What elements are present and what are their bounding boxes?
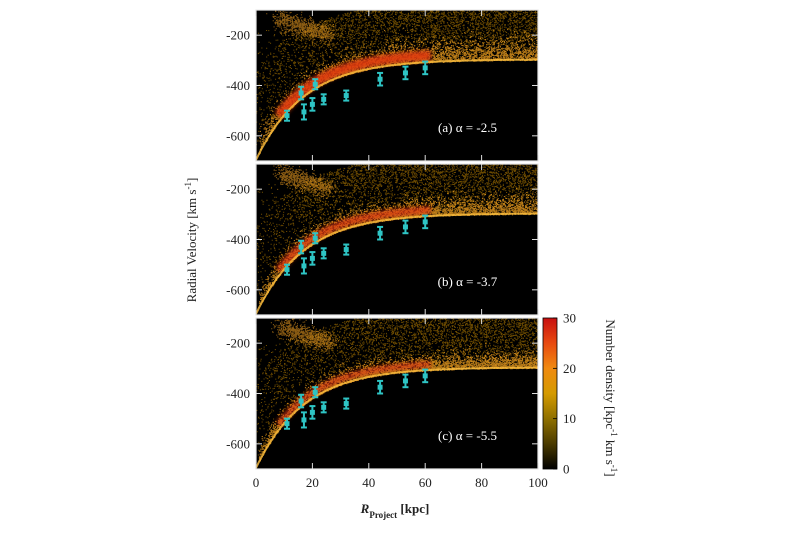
x-label-subscript: Project <box>369 510 397 520</box>
y-tick-label: -400 <box>226 78 250 93</box>
y-tick-label: -200 <box>226 182 250 197</box>
panel-label: (b) α = -3.7 <box>438 274 498 289</box>
x-tick-label: 80 <box>475 475 488 490</box>
y-tick-label: -600 <box>226 282 250 297</box>
observed-point <box>343 243 350 256</box>
colorbar-label: Number density [kpc-1 km s-1] <box>603 319 619 476</box>
density-peak <box>275 206 431 273</box>
observed-point <box>422 368 429 384</box>
density-points <box>256 164 538 315</box>
x-label-main: R <box>360 501 370 516</box>
observed-point <box>309 97 316 112</box>
x-tick-label: 60 <box>419 475 432 490</box>
observed-point <box>284 417 291 430</box>
density-points <box>256 10 538 161</box>
y-label-close: ] <box>184 178 199 182</box>
observed-point <box>402 219 409 235</box>
observed-point <box>377 225 384 241</box>
panels: -200 -400 -600 (a) α = -2.5 -200 -400 -600 (b) … <box>226 9 548 490</box>
y-tick-label: -200 <box>226 336 250 351</box>
observed-point <box>284 109 291 122</box>
observed-point <box>320 93 327 106</box>
panel-label: (a) α = -2.5 <box>438 120 497 135</box>
cb-label-main: Number density [kpc <box>603 319 618 429</box>
observed-point <box>300 411 307 429</box>
cb-label-sup2: -1 <box>609 465 619 473</box>
panel-3: -200 -400 -600 (c) α = -5.5 0 20 40 60 80 100 <box>226 317 548 490</box>
x-tick-label: 20 <box>306 475 319 490</box>
observed-point <box>312 78 319 91</box>
y-tick-label: -400 <box>226 386 250 401</box>
cb-label-mid: km s <box>603 437 618 465</box>
y-tick-label: -400 <box>226 232 250 247</box>
observed-point <box>343 89 350 102</box>
observed-point <box>284 263 291 276</box>
observed-point <box>300 257 307 275</box>
y-tick-label: -600 <box>226 436 250 451</box>
observed-point <box>422 214 429 230</box>
colorbar-tick-label: 20 <box>563 361 576 376</box>
colorbar-tick-label: 10 <box>563 411 576 426</box>
observed-point <box>312 386 319 399</box>
x-tick-label: 0 <box>253 475 260 490</box>
cb-label-close: ] <box>603 472 618 476</box>
cb-label-sup1: -1 <box>609 429 619 437</box>
x-tick-label: 100 <box>528 475 548 490</box>
observed-point <box>320 247 327 260</box>
observed-point <box>343 397 350 410</box>
observed-point <box>402 373 409 389</box>
observed-point <box>298 85 305 101</box>
observed-point <box>377 379 384 395</box>
y-tick-label: -600 <box>226 128 250 143</box>
observed-point <box>309 405 316 420</box>
panel-2: -200 -400 -600 (b) α = -3.7 <box>226 163 539 316</box>
observed-point <box>402 65 409 81</box>
density-points <box>256 318 538 469</box>
observed-point <box>298 239 305 255</box>
colorbar-scale <box>542 317 558 470</box>
x-tick-label: 40 <box>362 475 375 490</box>
colorbar-tick-label: 0 <box>563 462 570 477</box>
observed-point <box>320 401 327 414</box>
x-label-unit: [kpc] <box>397 501 429 516</box>
observed-points <box>284 214 429 276</box>
x-axis-label: RProject [kpc] <box>360 501 430 520</box>
observed-point <box>298 393 305 409</box>
observed-point <box>377 71 384 87</box>
y-label-superscript: -1 <box>183 182 193 190</box>
observed-points <box>284 368 429 430</box>
y-label-main: Radial Velocity [km s <box>184 190 199 303</box>
colorbar: 0 10 20 30 <box>542 311 576 477</box>
panel-1: -200 -400 -600 (a) α = -2.5 <box>226 9 539 162</box>
axes-labels: Radial Velocity [km s-1] RProject [kpc] … <box>183 178 619 520</box>
y-tick-label: -200 <box>226 28 250 43</box>
observed-point <box>300 103 307 121</box>
density-peak <box>275 361 432 427</box>
density-peak <box>274 50 432 119</box>
observed-point <box>422 60 429 76</box>
observed-points <box>284 60 429 122</box>
panel-label: (c) α = -5.5 <box>438 428 497 443</box>
observed-point <box>309 251 316 266</box>
colorbar-tick-label: 30 <box>563 311 576 326</box>
observed-point <box>312 232 319 245</box>
y-axis-label: Radial Velocity [km s-1] <box>183 178 199 303</box>
